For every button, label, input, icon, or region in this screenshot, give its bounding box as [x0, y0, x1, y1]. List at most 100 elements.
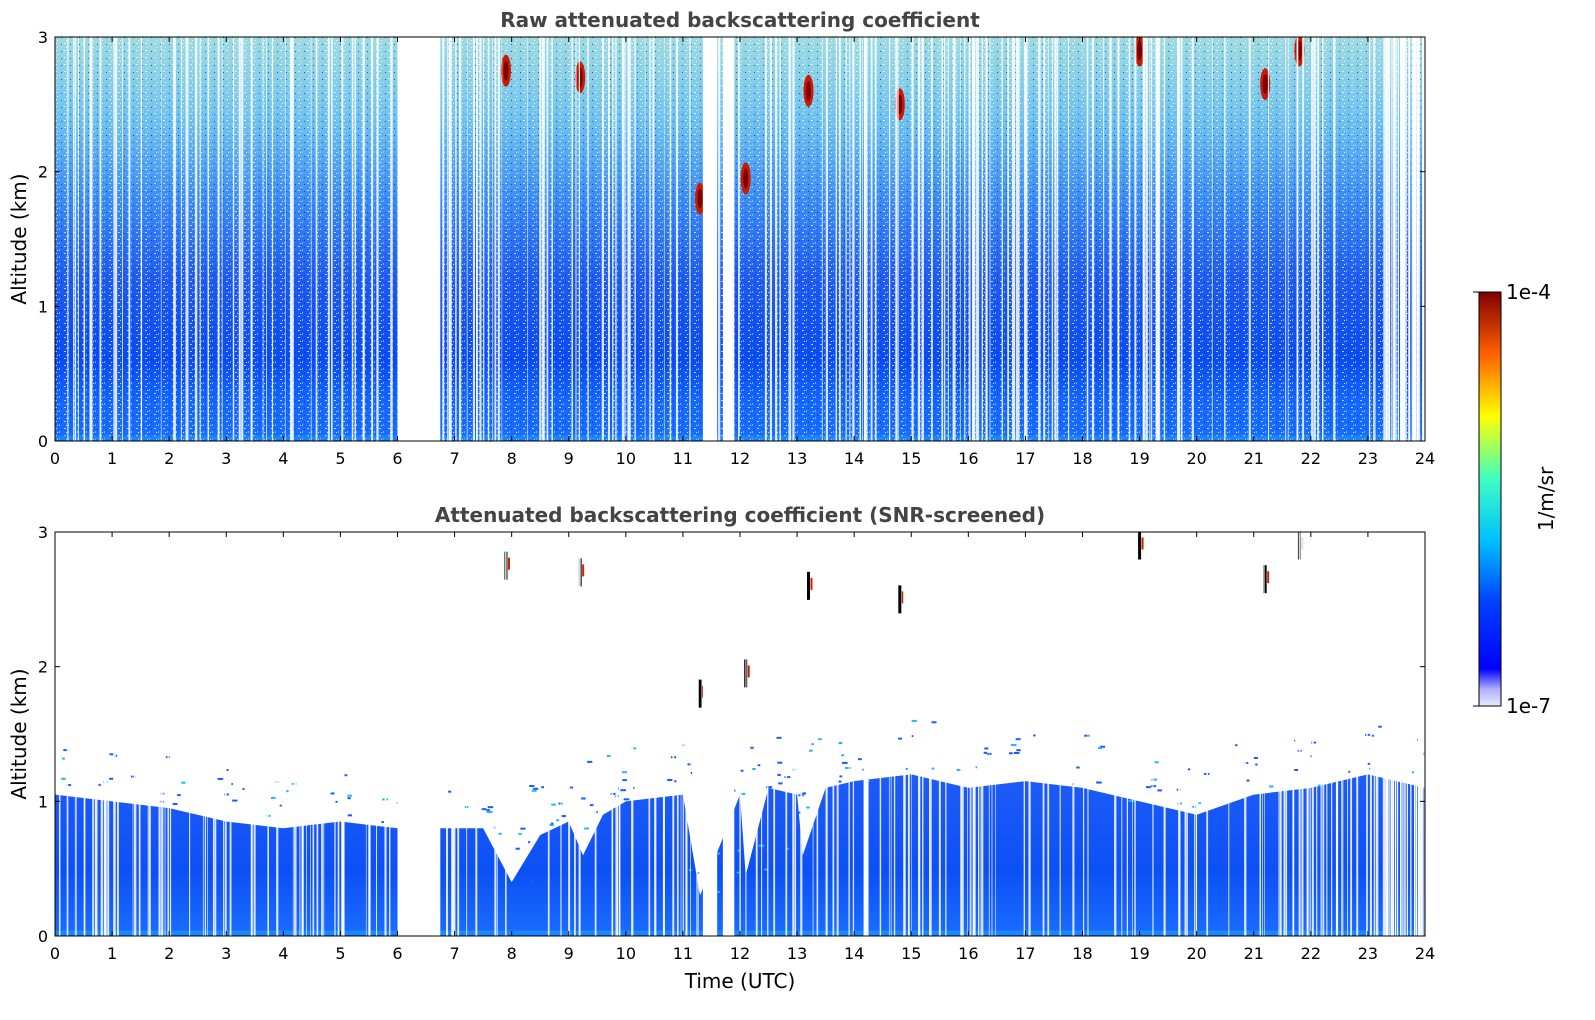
- aerosol-speckle: [347, 797, 351, 800]
- dropout-line: [180, 37, 182, 441]
- x-tick-label: 20: [1186, 449, 1206, 468]
- aerosol-speckle: [1076, 766, 1080, 769]
- dropout-line: [1117, 37, 1119, 441]
- dropout-line: [376, 37, 379, 441]
- dropout-line: [825, 532, 828, 936]
- dropout-line: [1157, 37, 1159, 441]
- dropout-line: [931, 37, 933, 441]
- dropout-line: [1382, 532, 1386, 936]
- dropout-line: [527, 37, 529, 441]
- dropout-line: [1409, 37, 1411, 441]
- dropout-line: [961, 532, 964, 936]
- dropout-line: [941, 37, 944, 441]
- dropout-line: [202, 532, 204, 936]
- dropout-line: [1383, 37, 1386, 441]
- dropout-line: [1404, 37, 1406, 441]
- dropout-line: [1397, 37, 1399, 441]
- dropout-line: [1296, 37, 1299, 441]
- x-tick-label: 13: [787, 944, 807, 963]
- dropout-line: [1149, 37, 1151, 441]
- dropout-line: [351, 37, 354, 441]
- dropout-line: [365, 532, 367, 936]
- dropout-line: [1373, 37, 1374, 441]
- x-tick-label: 5: [335, 449, 345, 468]
- aerosol-speckle: [842, 761, 848, 764]
- dropout-line: [1248, 37, 1251, 441]
- dropout-line: [848, 532, 850, 936]
- dropout-line: [1262, 532, 1263, 936]
- dropout-line: [1054, 37, 1057, 441]
- dropout-line: [1134, 37, 1137, 441]
- y-axis-ticks: 0 1 2 3: [38, 28, 1425, 451]
- aerosol-speckle: [904, 767, 910, 770]
- aerosol-speckle: [63, 749, 69, 752]
- x-tick-label: 11: [673, 449, 693, 468]
- aerosol-speckle: [680, 880, 684, 883]
- x-tick-label: 1: [107, 944, 117, 963]
- dropout-line: [991, 532, 993, 936]
- dropout-line: [601, 37, 604, 441]
- aerosol-speckle: [804, 853, 809, 856]
- aerosol-speckle: [674, 780, 677, 783]
- aerosol-speckle: [330, 792, 336, 795]
- aerosol-speckle: [61, 777, 66, 780]
- aerosol-speckle: [739, 769, 744, 772]
- x-axis-label: Time (UTC): [684, 969, 796, 993]
- x-tick-label: 9: [564, 449, 574, 468]
- dropout-line: [981, 532, 984, 936]
- dropout-line: [1366, 532, 1368, 936]
- dropout-line: [1316, 532, 1318, 936]
- dropout-line: [1007, 37, 1010, 441]
- dropout-line: [1184, 532, 1186, 936]
- dropout-line: [89, 37, 92, 441]
- x-tick-label: 2: [164, 944, 174, 963]
- dropout-line: [1396, 532, 1399, 936]
- dropout-line: [652, 37, 655, 441]
- x-tick-label: 0: [50, 449, 60, 468]
- dropout-line: [207, 532, 208, 936]
- aerosol-speckle: [911, 719, 917, 722]
- y-tick-label: 2: [38, 658, 48, 677]
- dropout-line: [487, 37, 490, 441]
- dropout-line: [289, 37, 293, 441]
- dropout-line: [147, 532, 149, 936]
- dropout-line: [689, 37, 691, 441]
- dropout-line: [207, 37, 209, 441]
- dropout-line: [148, 532, 151, 936]
- aerosol-speckle: [667, 779, 673, 782]
- aerosol-speckle: [601, 818, 606, 821]
- aerosol-speckle: [839, 775, 843, 778]
- x-tick-label: 17: [1015, 944, 1035, 963]
- dropout-line: [1091, 37, 1095, 441]
- dropout-line: [938, 532, 941, 936]
- dropout-line: [644, 37, 646, 441]
- dropout-line: [1412, 37, 1415, 441]
- dropout-line: [607, 37, 611, 441]
- dropout-line: [1109, 37, 1112, 441]
- dropout-line: [903, 532, 905, 936]
- x-tick-label: 12: [730, 449, 750, 468]
- dropout-line: [161, 532, 164, 936]
- dropout-line: [1087, 532, 1089, 936]
- dropout-line: [67, 37, 69, 441]
- dropout-line: [1163, 532, 1166, 936]
- dropout-line: [767, 532, 769, 936]
- dropout-line: [1405, 37, 1407, 441]
- aerosol-speckle: [109, 753, 115, 756]
- dropout-line: [376, 37, 378, 441]
- aerosol-speckle: [1187, 768, 1191, 771]
- dropout-line: [789, 37, 792, 441]
- dropout-line: [1001, 37, 1003, 441]
- aerosol-speckle: [113, 754, 119, 757]
- x-tick-label: 8: [507, 449, 517, 468]
- dropout-line: [849, 37, 851, 441]
- data-gap: [397, 532, 441, 936]
- dropout-line: [812, 532, 814, 936]
- dropout-line: [1178, 532, 1181, 936]
- dropout-line: [1023, 37, 1027, 441]
- dropout-line: [494, 532, 497, 936]
- dropout-line: [362, 37, 365, 441]
- dropout-line: [904, 532, 906, 936]
- dropout-line: [1142, 37, 1145, 441]
- dropout-line: [953, 37, 956, 441]
